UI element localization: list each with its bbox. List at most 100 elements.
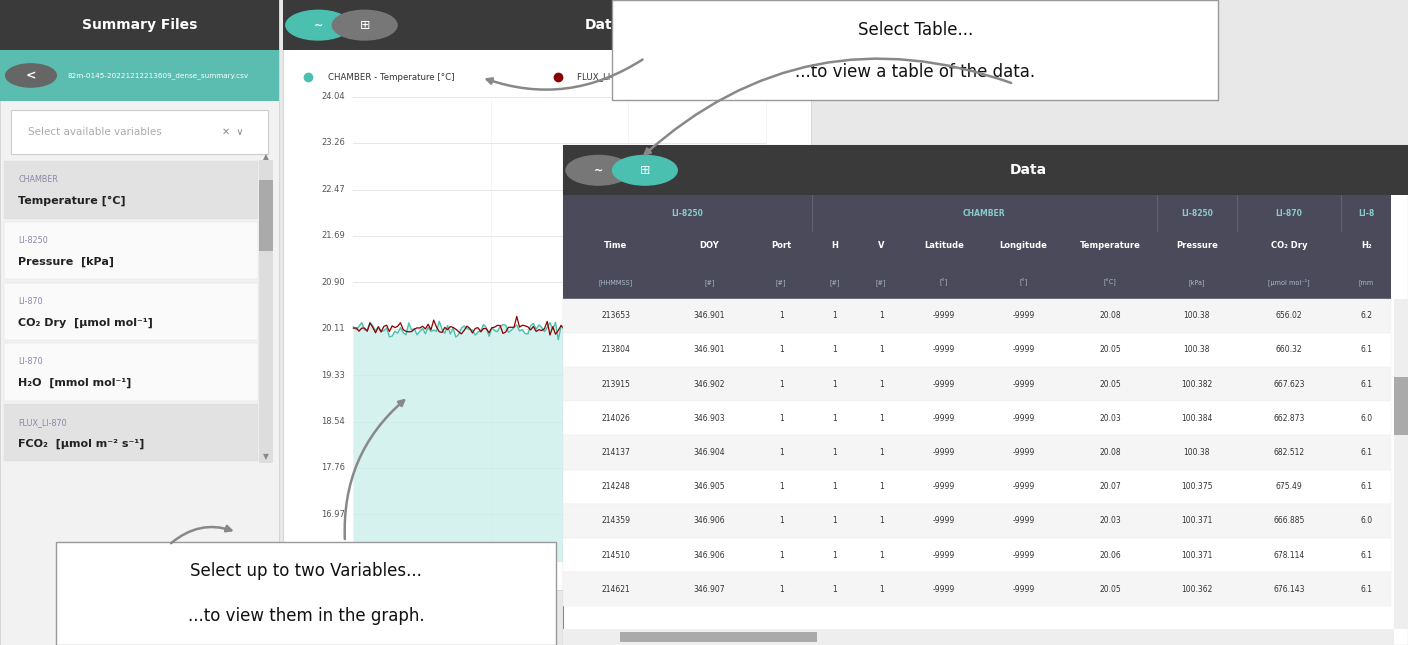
Text: 1: 1 xyxy=(879,312,883,320)
Text: 20.08: 20.08 xyxy=(1100,312,1121,320)
Text: 6.0: 6.0 xyxy=(1360,414,1373,422)
Text: -9999: -9999 xyxy=(1012,346,1035,354)
Text: [°]: [°] xyxy=(1019,279,1028,286)
Text: [°C]: [°C] xyxy=(1104,279,1117,286)
Text: -9999: -9999 xyxy=(934,346,955,354)
Text: ✕  ∨: ✕ ∨ xyxy=(222,127,244,137)
Text: V: V xyxy=(877,241,884,250)
FancyBboxPatch shape xyxy=(563,470,1391,504)
FancyBboxPatch shape xyxy=(563,145,1408,195)
Text: 1: 1 xyxy=(832,312,838,320)
Text: 6.1: 6.1 xyxy=(1360,448,1373,457)
FancyBboxPatch shape xyxy=(4,343,258,401)
Text: 23.26: 23.26 xyxy=(321,138,345,147)
Text: 18.54: 18.54 xyxy=(321,417,345,426)
Text: 1: 1 xyxy=(779,482,784,491)
Text: DOY: DOY xyxy=(700,241,719,250)
Text: Select up to two Variables...: Select up to two Variables... xyxy=(190,562,422,580)
Text: -9999: -9999 xyxy=(1012,482,1035,491)
Text: 1: 1 xyxy=(879,346,883,354)
FancyBboxPatch shape xyxy=(563,538,1391,572)
Text: 20.11: 20.11 xyxy=(321,324,345,333)
Text: ⊖: ⊖ xyxy=(767,72,776,83)
FancyBboxPatch shape xyxy=(259,180,273,251)
Text: 6.2: 6.2 xyxy=(1360,312,1373,320)
Text: <: < xyxy=(25,69,37,82)
Text: 6.1: 6.1 xyxy=(1360,551,1373,559)
Text: 20.03: 20.03 xyxy=(1100,517,1121,525)
Text: ⊞: ⊞ xyxy=(359,19,370,32)
FancyBboxPatch shape xyxy=(1394,299,1408,629)
Text: LI-8: LI-8 xyxy=(1359,209,1374,217)
Text: -9999: -9999 xyxy=(934,482,955,491)
Text: -9999: -9999 xyxy=(934,380,955,388)
Text: ⌂: ⌂ xyxy=(712,72,718,83)
Text: 1: 1 xyxy=(832,448,838,457)
Text: 17.76: 17.76 xyxy=(321,463,345,472)
FancyBboxPatch shape xyxy=(4,283,258,340)
Text: 1: 1 xyxy=(779,414,784,422)
Text: LI-870: LI-870 xyxy=(18,297,42,306)
Text: -9999: -9999 xyxy=(1012,517,1035,525)
Text: 346.903: 346.903 xyxy=(694,414,725,422)
Text: 1: 1 xyxy=(779,380,784,388)
Text: 22.47: 22.47 xyxy=(321,185,345,194)
Text: LI-8250: LI-8250 xyxy=(1181,209,1212,217)
Text: ▼: ▼ xyxy=(263,452,269,461)
Text: [HHMMSS]: [HHMMSS] xyxy=(598,279,632,286)
Text: -9999: -9999 xyxy=(934,585,955,593)
Text: CO₂ Dry  [μmol mol⁻¹]: CO₂ Dry [μmol mol⁻¹] xyxy=(18,317,153,328)
Text: 214510: 214510 xyxy=(601,551,629,559)
Text: 345.429: 345.429 xyxy=(776,278,810,287)
FancyBboxPatch shape xyxy=(563,629,1394,645)
Text: 6.0: 6.0 xyxy=(1360,517,1373,525)
Text: Data: Data xyxy=(1010,163,1046,177)
Text: 346.901: 346.901 xyxy=(694,312,725,320)
Text: 213804: 213804 xyxy=(601,346,629,354)
Text: 1: 1 xyxy=(832,346,838,354)
Text: LI-870: LI-870 xyxy=(1276,209,1302,217)
Text: 1: 1 xyxy=(832,414,838,422)
Text: 1: 1 xyxy=(779,346,784,354)
Text: 22:00:00: 22:00:00 xyxy=(473,575,510,584)
FancyBboxPatch shape xyxy=(4,161,258,219)
Circle shape xyxy=(566,155,631,185)
Polygon shape xyxy=(353,319,766,561)
FancyBboxPatch shape xyxy=(563,504,1391,538)
Text: 675.49: 675.49 xyxy=(1276,482,1302,491)
Text: CHAMBER: CHAMBER xyxy=(963,209,1005,217)
FancyBboxPatch shape xyxy=(567,147,1408,645)
Text: 214026: 214026 xyxy=(601,414,629,422)
Text: 667.623: 667.623 xyxy=(1273,380,1305,388)
FancyBboxPatch shape xyxy=(563,572,1391,606)
FancyBboxPatch shape xyxy=(259,160,273,463)
Text: [#]: [#] xyxy=(776,279,787,286)
Text: LI-8250: LI-8250 xyxy=(672,209,704,217)
Text: -9999: -9999 xyxy=(1012,551,1035,559)
Text: 20.90: 20.90 xyxy=(321,278,345,287)
Text: 1: 1 xyxy=(832,482,838,491)
Circle shape xyxy=(612,155,677,185)
FancyBboxPatch shape xyxy=(620,632,817,642)
Text: 100.38: 100.38 xyxy=(1184,448,1209,457)
Text: FLUX_LI-870 - FCO₂ [μmol m⁻² s⁻¹]: FLUX_LI-870 - FCO₂ [μmol m⁻² s⁻¹] xyxy=(577,73,725,82)
FancyBboxPatch shape xyxy=(563,266,1391,299)
Text: 346.906: 346.906 xyxy=(694,517,725,525)
Text: 656.02: 656.02 xyxy=(1276,312,1302,320)
Text: FCO₂  [μmol m⁻² s⁻¹]: FCO₂ [μmol m⁻² s⁻¹] xyxy=(18,439,145,449)
Text: 213653: 213653 xyxy=(601,312,631,320)
Text: 1: 1 xyxy=(879,585,883,593)
Text: 346.906: 346.906 xyxy=(694,551,725,559)
Text: 6.1: 6.1 xyxy=(1360,346,1373,354)
Text: 666.885: 666.885 xyxy=(1273,517,1305,525)
Text: 1: 1 xyxy=(832,551,838,559)
Text: 6.1: 6.1 xyxy=(1360,482,1373,491)
Text: Select Table...: Select Table... xyxy=(857,21,973,39)
FancyBboxPatch shape xyxy=(563,367,1391,401)
Text: -9999: -9999 xyxy=(934,517,955,525)
FancyBboxPatch shape xyxy=(4,222,258,279)
Text: [μmol mol⁻¹]: [μmol mol⁻¹] xyxy=(1269,279,1309,286)
Text: Pressure: Pressure xyxy=(1176,241,1218,250)
Text: 20.03: 20.03 xyxy=(1100,414,1121,422)
Text: 6.1: 6.1 xyxy=(1360,585,1373,593)
